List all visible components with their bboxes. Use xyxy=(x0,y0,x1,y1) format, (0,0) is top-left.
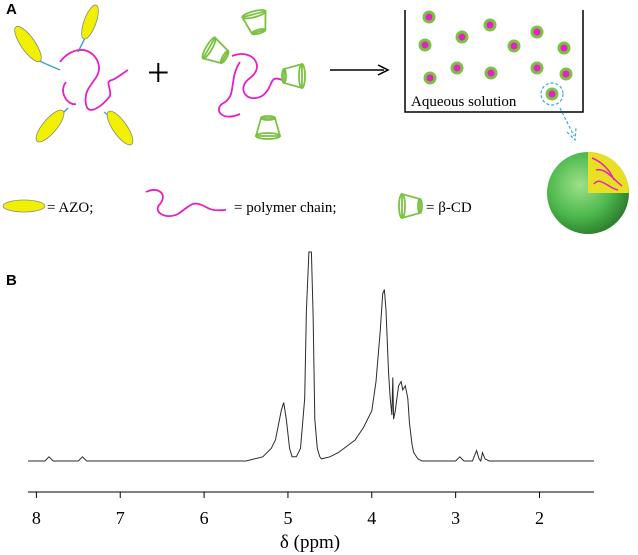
panel-b-label: B xyxy=(6,272,17,289)
micelle-dot xyxy=(423,71,437,85)
micelle-dot xyxy=(418,38,432,52)
dashed-selection-circle xyxy=(540,82,564,106)
cyclodextrin-cone-icon xyxy=(240,9,267,36)
micelle-dot xyxy=(422,10,436,24)
x-tick-label: 2 xyxy=(535,508,544,528)
polymer-chain-icon xyxy=(145,189,227,217)
plus-sign: + xyxy=(147,50,170,95)
cyclodextrin-cone-icon xyxy=(201,36,230,65)
azo-ellipse-icon xyxy=(81,4,99,40)
micelle-dot xyxy=(455,30,469,44)
x-tick-label: 6 xyxy=(200,508,209,528)
x-axis-title: δ (ppm) xyxy=(280,532,340,553)
nmr-spectrum-line xyxy=(28,251,594,463)
x-tick-label: 4 xyxy=(367,508,376,528)
cyclodextrin-cone-icon xyxy=(281,62,306,90)
micelle-sphere-icon xyxy=(547,152,629,234)
x-tick-label: 7 xyxy=(116,508,125,528)
x-tick-label: 8 xyxy=(32,508,41,528)
reaction-arrow xyxy=(330,64,390,76)
micelle-dot xyxy=(484,66,498,80)
legend-cd-text: = β-CD xyxy=(426,200,472,216)
legend-azo-text: = AZO; xyxy=(47,200,93,216)
panel-a-scheme: + xyxy=(2,4,629,234)
azo-ellipse-icon xyxy=(14,25,42,63)
micelle-dot xyxy=(450,61,464,75)
x-tick-label: 3 xyxy=(451,508,460,528)
zoom-arrow-icon xyxy=(559,107,577,142)
x-tick-label: 5 xyxy=(283,508,292,528)
micelle-dot xyxy=(530,25,544,39)
azo-ellipse-icon xyxy=(2,199,46,213)
panel-a-label: A xyxy=(6,1,17,18)
polymer-chain-icon xyxy=(59,49,129,111)
azo-ellipse-icon xyxy=(35,109,65,143)
cyclodextrin-cone-icon xyxy=(254,115,282,140)
micelle-dot xyxy=(557,41,571,55)
cyclodextrin-cone-icon xyxy=(398,192,423,220)
cd-polymer-group xyxy=(201,9,306,140)
legend-polymer-text: = polymer chain; xyxy=(234,200,337,216)
micelle-dot xyxy=(559,67,573,81)
micelle-dot xyxy=(483,18,497,32)
micelle-dot xyxy=(545,87,559,101)
cyclodextrin-cones xyxy=(201,9,306,140)
polymer-chain-icon xyxy=(218,53,283,118)
aqueous-container: Aqueous solution xyxy=(404,10,584,142)
azo-polymer-group xyxy=(14,4,134,146)
azo-ellipse-icon xyxy=(106,110,134,146)
x-axis-ticks: 8 7 6 5 4 3 2 xyxy=(32,492,544,528)
aqueous-solution-label: Aqueous solution xyxy=(411,94,517,110)
micelle-dots xyxy=(418,10,573,101)
micelle-dot xyxy=(507,39,521,53)
micelle-dot xyxy=(530,61,544,75)
nmr-spectrum-chart: 8 7 6 5 4 3 2 δ (ppm) xyxy=(28,251,594,553)
legend: = AZO; = polymer chain; = β-CD xyxy=(2,189,472,220)
